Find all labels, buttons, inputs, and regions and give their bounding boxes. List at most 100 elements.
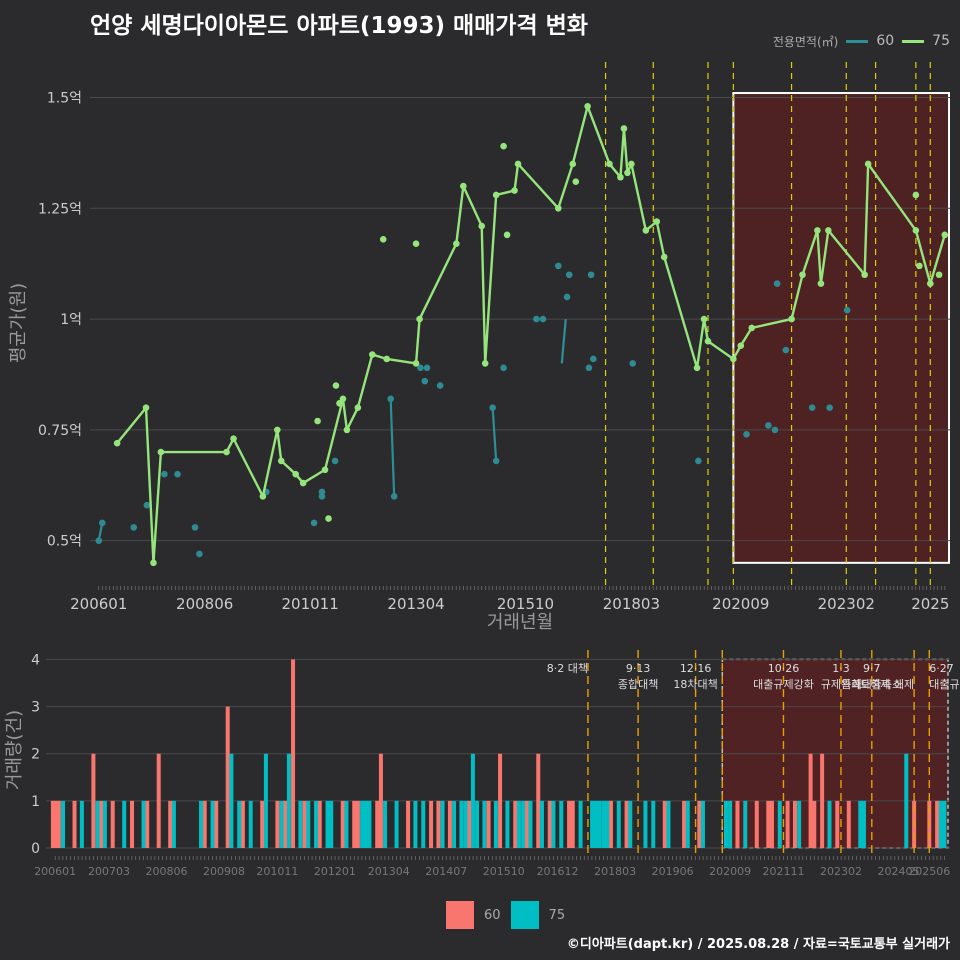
bar-75 [470,753,475,848]
bar-60 [260,800,265,848]
series-60-point [500,364,507,372]
bar-75 [605,800,610,848]
series-75-point [584,103,591,110]
x-tick-label: 201612 [537,865,579,878]
bar-75 [329,800,334,848]
bar-75 [728,800,733,848]
bar-60 [567,800,572,848]
bar-75 [394,800,399,848]
bar-60 [570,800,575,848]
bar-75 [601,800,606,848]
series-75-point [113,439,121,447]
series-75-point [321,466,329,474]
x-tick-label: 202506 [908,865,950,878]
bar-75 [102,800,107,848]
series-60-point [843,306,851,314]
x-tick-label: 202302 [818,595,875,613]
bar-75 [279,800,284,848]
bar-75 [229,753,234,848]
y-tick-label: 0 [31,841,40,857]
bar-75 [440,800,445,848]
bar-75 [237,800,242,848]
series-75-point [314,417,321,425]
series-60-point [98,519,106,527]
series-75-point [861,271,868,279]
x-tick-label: 202009 [709,865,751,878]
series-75-point [274,426,281,434]
series-60-point [554,262,562,270]
series-60-point [585,364,593,372]
series-75-point [817,280,825,287]
series-60-point [765,422,772,429]
bar-60 [202,800,207,848]
legend-top: 전용면적(㎡) 60 75 [773,30,950,52]
bar-60 [498,753,503,848]
bar-75 [505,800,510,848]
series-75-point [737,342,745,349]
series-60-point [773,280,781,287]
series-75-point [572,178,580,185]
bar-75 [325,800,330,848]
series-60-point [331,457,339,465]
x-tick-label: 200806 [146,865,188,878]
policy-label-line: 종합대책 [618,678,658,691]
bar-60 [467,800,472,848]
series-75-point [339,395,347,403]
series-75-point [511,187,518,194]
bar-60 [225,706,230,848]
bar-75 [904,753,909,848]
policy-label: 8·2 대책 [547,662,588,675]
bar-75 [463,800,468,848]
series-75-point [569,160,577,168]
series-60-point [629,360,636,367]
policy-label-line: 10·26 [768,662,800,675]
policy-label-line: 특례대출축소 [841,678,902,691]
bar-60 [91,753,96,848]
series-60-point [539,315,547,323]
series-75-point [150,559,157,567]
bar-60 [935,800,940,848]
bar-60 [513,800,518,848]
y-tick-label: 4 [31,652,40,668]
policy-label-line: 12·16 [680,662,712,675]
bar-75 [685,800,690,848]
series-75-point [624,169,631,177]
series-60-point [390,493,398,500]
policy-label-line: 9·7 [863,662,881,675]
series-75-point [492,191,500,199]
series-60-point [143,501,151,509]
series-60-point [533,315,540,323]
series-75-point [825,227,832,234]
series-60-point [436,382,444,389]
bar-60 [846,800,851,848]
series-60-point [196,550,203,558]
bar-75 [459,800,464,848]
x-tick-label: 201803 [594,865,636,878]
bar-60 [624,800,629,848]
bar-75 [367,800,372,848]
series-60-point [771,426,779,434]
series-75-point [693,364,701,372]
bar-75 [616,800,621,848]
bar-75 [298,800,303,848]
policy-label: 1·3 규제완화 [821,662,861,691]
series-75-point [354,404,362,412]
series-75-point [325,515,332,522]
bar-60 [56,800,61,848]
bar-75 [797,800,802,848]
policy-label-line: 8·2 대책 [547,662,588,675]
bar-75 [421,800,426,848]
x-tick-label: 201510 [497,595,554,613]
legend-swatch-75 [902,39,925,43]
bar-60 [429,800,434,848]
legend-box-75 [510,901,539,929]
bar-60 [53,800,58,848]
bar-75 [363,800,368,848]
x-tick-label: 201201 [314,865,356,878]
bar-75 [723,800,728,848]
bar-75 [210,800,215,848]
series-75-point [277,457,285,465]
bar-60 [99,800,104,848]
series-75-point [912,227,920,234]
series-60-point [587,271,595,279]
